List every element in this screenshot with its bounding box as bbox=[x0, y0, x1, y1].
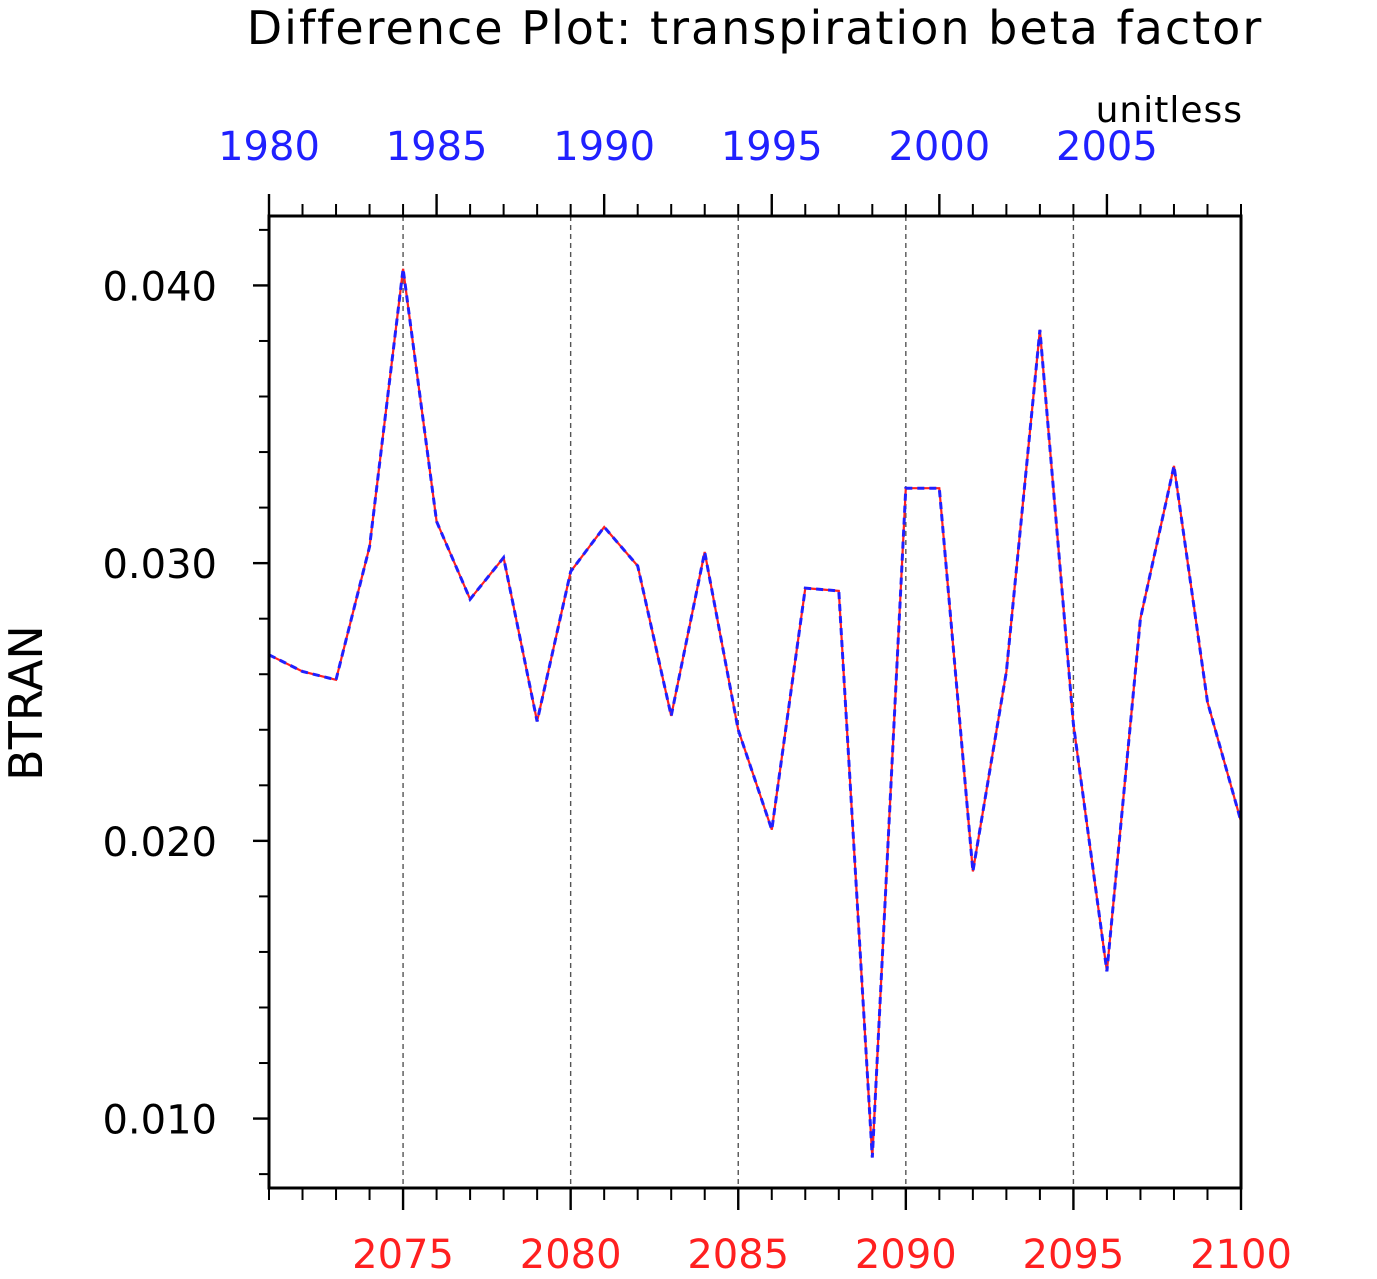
top-x-tick-label: 2000 bbox=[888, 124, 990, 170]
series-layer bbox=[268, 268, 1243, 1158]
y-tick-label: 0.020 bbox=[102, 820, 217, 866]
bottom-x-tick-label: 2100 bbox=[1190, 1232, 1292, 1278]
plot-border bbox=[267, 214, 1243, 1190]
top-x-tick-label: 1985 bbox=[386, 124, 488, 170]
bottom-x-axis: 2075 2080 2085 2090 2095 2100 bbox=[268, 1188, 1292, 1278]
bottom-x-tick-label: 2085 bbox=[687, 1232, 789, 1278]
y-tick-label: 0.010 bbox=[102, 1098, 217, 1144]
bottom-x-tick-label: 2080 bbox=[520, 1232, 622, 1278]
grid-lines bbox=[402, 216, 1075, 1188]
chart-title: Difference Plot: transpiration beta fact… bbox=[247, 1, 1263, 55]
top-x-tick-label: 1980 bbox=[218, 124, 320, 170]
top-x-tick-label: 1990 bbox=[553, 124, 655, 170]
plot-frame bbox=[267, 214, 1243, 1190]
bottom-x-tick-label: 2090 bbox=[855, 1232, 957, 1278]
top-x-tick-label: 1995 bbox=[721, 124, 823, 170]
y-axis-label: BTRAN bbox=[0, 625, 53, 781]
y-tick-label: 0.030 bbox=[102, 542, 217, 588]
series-line-1 bbox=[268, 268, 1243, 1158]
series-line-2 bbox=[268, 268, 1243, 1158]
y-axis: 0.010 0.020 0.030 0.040 bbox=[102, 228, 269, 1176]
units-label: unitless bbox=[1096, 90, 1243, 131]
top-x-axis: 1980 1985 1990 1995 2000 2005 bbox=[218, 124, 1242, 216]
bottom-x-tick-label: 2075 bbox=[352, 1232, 454, 1278]
y-tick-label: 0.040 bbox=[102, 264, 217, 310]
bottom-x-tick-label: 2095 bbox=[1023, 1232, 1125, 1278]
top-x-tick-label: 2005 bbox=[1056, 124, 1158, 170]
